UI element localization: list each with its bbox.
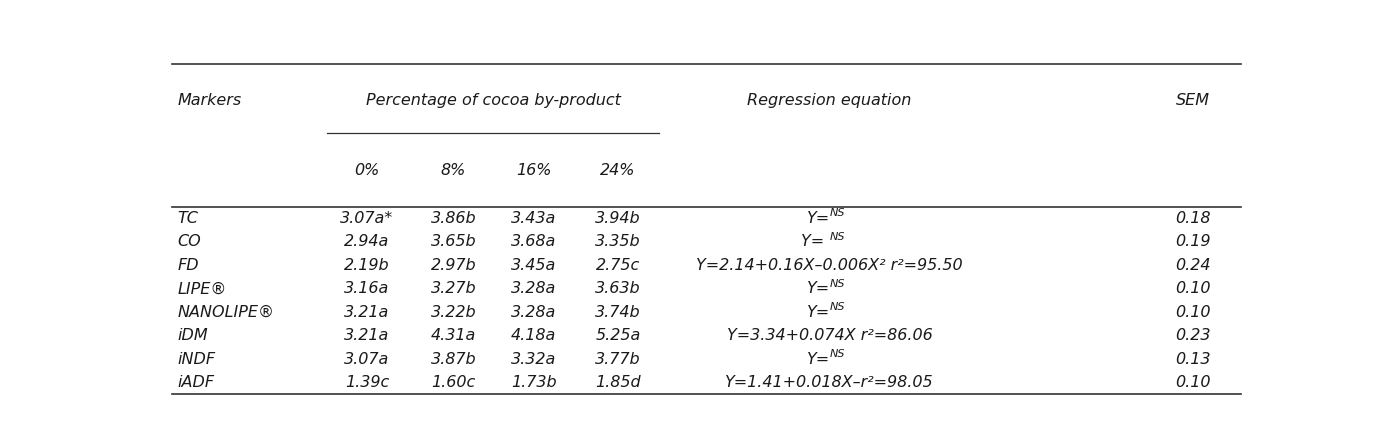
Text: 3.28a: 3.28a — [512, 281, 556, 296]
Text: 3.45a: 3.45a — [512, 258, 556, 273]
Text: iDM: iDM — [178, 328, 208, 343]
Text: iNDF: iNDF — [178, 352, 217, 367]
Text: 2.97b: 2.97b — [430, 258, 476, 273]
Text: FD: FD — [178, 258, 200, 273]
Text: 3.35b: 3.35b — [596, 235, 641, 249]
Text: Y=2.14+0.16X–0.006X² r²=95.50: Y=2.14+0.16X–0.006X² r²=95.50 — [696, 258, 963, 273]
Text: 0.10: 0.10 — [1175, 375, 1211, 390]
Text: SEM: SEM — [1176, 93, 1209, 108]
Text: 8%: 8% — [441, 163, 466, 178]
Text: 1.85d: 1.85d — [596, 375, 641, 390]
Text: 0.23: 0.23 — [1175, 328, 1211, 343]
Text: 3.32a: 3.32a — [512, 352, 556, 367]
Text: Y=: Y= — [807, 281, 830, 296]
Text: 3.65b: 3.65b — [430, 235, 476, 249]
Text: Percentage of cocoa by-product: Percentage of cocoa by-product — [365, 93, 621, 108]
Text: 1.60c: 1.60c — [432, 375, 476, 390]
Text: CO: CO — [178, 235, 201, 249]
Text: NANOLIPE®: NANOLIPE® — [178, 305, 274, 320]
Text: Regression equation: Regression equation — [747, 93, 912, 108]
Text: TC: TC — [178, 211, 199, 226]
Text: 3.68a: 3.68a — [512, 235, 556, 249]
Text: NS: NS — [830, 302, 845, 312]
Text: 1.73b: 1.73b — [510, 375, 556, 390]
Text: NS: NS — [830, 349, 845, 359]
Text: LIPE®: LIPE® — [178, 281, 228, 296]
Text: Y=: Y= — [807, 305, 830, 320]
Text: 2.75c: 2.75c — [596, 258, 640, 273]
Text: 3.07a: 3.07a — [345, 352, 389, 367]
Text: Y=: Y= — [801, 235, 830, 249]
Text: 0.24: 0.24 — [1175, 258, 1211, 273]
Text: iADF: iADF — [178, 375, 215, 390]
Text: 0.18: 0.18 — [1175, 211, 1211, 226]
Text: Y=1.41+0.018X–r²=98.05: Y=1.41+0.018X–r²=98.05 — [725, 375, 934, 390]
Text: 3.94b: 3.94b — [596, 211, 641, 226]
Text: Y=: Y= — [807, 352, 830, 367]
Text: 2.19b: 2.19b — [345, 258, 390, 273]
Text: 2.94a: 2.94a — [345, 235, 389, 249]
Text: 24%: 24% — [600, 163, 636, 178]
Text: 16%: 16% — [516, 163, 552, 178]
Text: 3.86b: 3.86b — [430, 211, 476, 226]
Text: 0.10: 0.10 — [1175, 281, 1211, 296]
Text: 3.63b: 3.63b — [596, 281, 641, 296]
Text: Markers: Markers — [178, 93, 241, 108]
Text: 3.21a: 3.21a — [345, 328, 389, 343]
Text: NS: NS — [830, 279, 845, 289]
Text: 3.27b: 3.27b — [430, 281, 476, 296]
Text: 0.13: 0.13 — [1175, 352, 1211, 367]
Text: 3.43a: 3.43a — [512, 211, 556, 226]
Text: 3.74b: 3.74b — [596, 305, 641, 320]
Text: NS: NS — [830, 208, 845, 219]
Text: 3.07a*: 3.07a* — [341, 211, 393, 226]
Text: 3.16a: 3.16a — [345, 281, 389, 296]
Text: 3.28a: 3.28a — [512, 305, 556, 320]
Text: 4.18a: 4.18a — [512, 328, 556, 343]
Text: 0.19: 0.19 — [1175, 235, 1211, 249]
Text: 3.77b: 3.77b — [596, 352, 641, 367]
Text: Y=: Y= — [807, 211, 830, 226]
Text: 3.22b: 3.22b — [430, 305, 476, 320]
Text: Y=3.34+0.074X r²=86.06: Y=3.34+0.074X r²=86.06 — [727, 328, 932, 343]
Text: 4.31a: 4.31a — [430, 328, 476, 343]
Text: NS: NS — [830, 232, 845, 242]
Text: 3.21a: 3.21a — [345, 305, 389, 320]
Text: 1.39c: 1.39c — [345, 375, 389, 390]
Text: 5.25a: 5.25a — [596, 328, 641, 343]
Text: 0.10: 0.10 — [1175, 305, 1211, 320]
Text: 3.87b: 3.87b — [430, 352, 476, 367]
Text: 0%: 0% — [354, 163, 379, 178]
